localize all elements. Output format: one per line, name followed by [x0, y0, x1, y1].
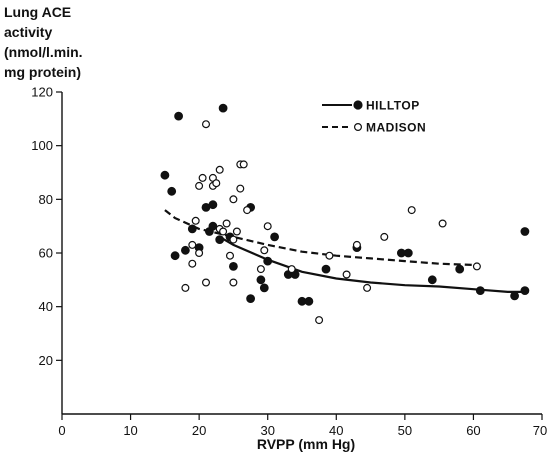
y-tick-label: 40 — [39, 299, 53, 314]
hilltop-point — [520, 227, 530, 236]
madison-point — [352, 240, 361, 249]
hilltop-point — [270, 232, 280, 242]
y-tick-label: 120 — [31, 85, 53, 100]
madison-point — [407, 206, 416, 215]
madison-point — [232, 227, 241, 236]
madison-point — [263, 222, 272, 231]
hilltop-point — [520, 286, 530, 296]
x-tick-label: 60 — [466, 423, 480, 438]
madison-point — [202, 120, 211, 129]
hilltop-point — [455, 264, 465, 274]
madison-point — [229, 278, 238, 287]
madison-point — [239, 160, 248, 169]
hilltop-point — [170, 251, 180, 261]
hilltop-legend-label: HILLTOP — [366, 99, 420, 113]
madison-point — [256, 265, 265, 274]
madison-point — [229, 235, 238, 244]
hilltop-point — [218, 103, 228, 113]
madison-point — [195, 249, 204, 258]
hilltop-point — [304, 296, 314, 306]
madison-point — [236, 184, 245, 193]
hilltop-point — [208, 200, 218, 210]
hilltop-point — [321, 264, 331, 274]
y-tick-label: 20 — [39, 353, 53, 368]
madison-point — [243, 206, 252, 215]
y-axis-label-line-4: mg protein) — [4, 64, 81, 80]
hilltop-point — [403, 248, 413, 258]
y-axis-label: Lung ACE activity (nmol/l.min. mg protei… — [4, 4, 83, 80]
hilltop-point — [167, 186, 177, 196]
hilltop-legend-marker — [353, 100, 363, 110]
madison-point — [342, 270, 351, 279]
hilltop-point — [475, 286, 485, 296]
x-tick-label: 70 — [533, 423, 547, 438]
x-tick-label: 10 — [123, 423, 137, 438]
y-axis-ticks: 20 40 60 80 100 120 — [31, 85, 62, 368]
hilltop-point — [510, 291, 519, 301]
y-tick-label: 80 — [39, 192, 53, 207]
madison-point — [438, 219, 447, 228]
x-tick-label: 20 — [192, 423, 206, 438]
madison-point — [195, 181, 204, 190]
madison-legend-marker — [354, 122, 363, 131]
hilltop-point — [256, 275, 266, 285]
madison-point — [363, 283, 372, 292]
madison-point — [202, 278, 211, 287]
hilltop-point — [263, 256, 273, 266]
hilltop-point — [174, 111, 184, 121]
y-tick-label: 60 — [39, 246, 53, 261]
hilltop-point — [160, 170, 170, 180]
x-axis-label: RVPP (mm Hg) — [257, 436, 355, 452]
x-tick-label: 40 — [329, 423, 343, 438]
madison-point — [188, 259, 197, 268]
hilltop-point — [215, 235, 225, 245]
hilltop-point — [187, 224, 197, 234]
hilltop-point — [228, 261, 238, 271]
madison-fit-curve — [164, 209, 477, 267]
madison-point — [219, 227, 228, 236]
madison-point — [212, 179, 221, 188]
y-axis-label-line-2: activity — [4, 24, 52, 40]
madison-point — [222, 219, 231, 228]
x-tick-label: 50 — [398, 423, 412, 438]
hilltop-point — [427, 275, 437, 285]
hilltop-point — [259, 283, 269, 293]
data-points — [160, 103, 530, 325]
madison-point — [188, 240, 197, 249]
madison-point — [229, 195, 238, 204]
x-tick-label: 30 — [260, 423, 274, 438]
fit-curves — [164, 209, 522, 293]
hilltop-point — [246, 294, 256, 304]
madison-point — [380, 232, 389, 241]
x-tick-label: 0 — [58, 423, 65, 438]
x-axis-ticks: 0 10 20 30 40 50 60 70 — [58, 414, 547, 438]
madison-point — [191, 216, 200, 225]
madison-point — [325, 251, 334, 260]
hilltop-fit-curve — [219, 235, 522, 293]
madison-point — [472, 262, 481, 271]
madison-point — [287, 265, 296, 274]
madison-point — [215, 165, 224, 174]
y-axis-label-line-1: Lung ACE — [4, 4, 71, 20]
y-axis-label-line-3: (nmol/l.min. — [4, 44, 83, 60]
madison-point — [315, 316, 324, 325]
hilltop-point — [208, 221, 218, 231]
madison-point — [226, 251, 235, 260]
madison-legend-label: MADISON — [366, 121, 426, 135]
madison-point — [181, 283, 190, 292]
hilltop-point — [180, 245, 190, 255]
madison-point — [260, 246, 269, 255]
y-tick-label: 100 — [31, 138, 53, 153]
madison-point — [198, 173, 207, 182]
legend: HILLTOP MADISON — [322, 99, 426, 135]
